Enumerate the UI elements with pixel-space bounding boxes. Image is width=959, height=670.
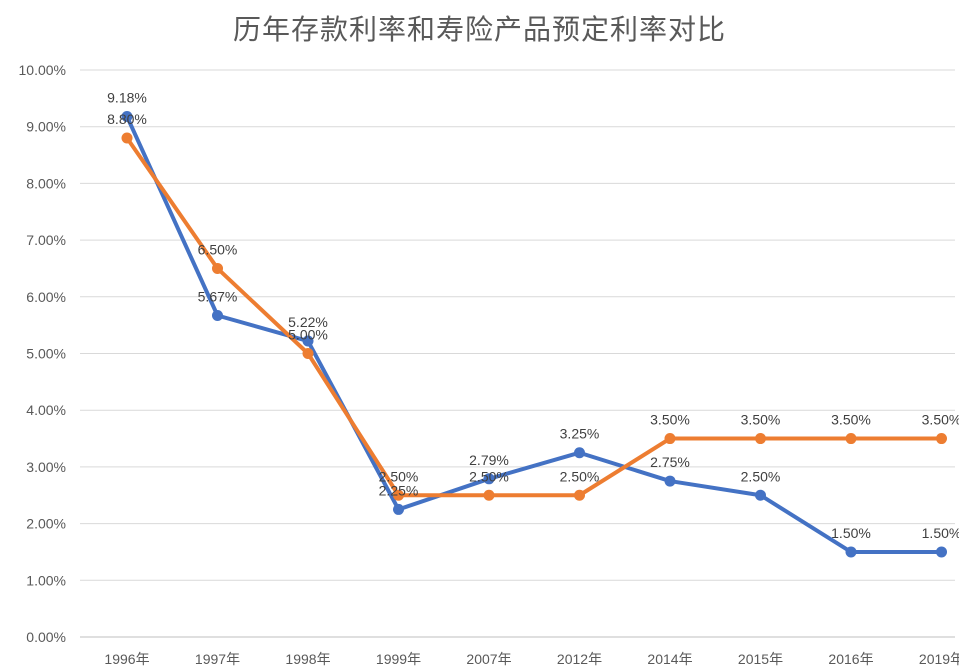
data-label: 1.50% [922, 525, 959, 541]
y-tick-label: 7.00% [26, 232, 66, 248]
data-point [483, 489, 495, 501]
series-line-1 [125, 136, 944, 498]
y-tick-label: 6.00% [26, 289, 66, 305]
data-label: 2.79% [469, 452, 509, 468]
data-label: 8.80% [107, 111, 147, 127]
data-point [936, 433, 947, 445]
gridlines [80, 69, 955, 638]
data-point [845, 433, 857, 445]
y-tick-label: 8.00% [26, 175, 66, 191]
data-point [212, 262, 223, 274]
y-axis: 0.00% 1.00% 2.00% 3.00% 4.00% 5.00% 6.00% 7.00%… [19, 62, 66, 645]
data-label: 3.50% [741, 412, 781, 428]
data-label: 1.50% [831, 525, 871, 541]
data-point [664, 475, 676, 487]
x-tick-label: 2015年 [738, 651, 783, 667]
x-tick-label: 1998年 [285, 651, 330, 667]
x-tick-label: 1999年 [376, 651, 421, 667]
x-tick-label: 2012年 [557, 651, 602, 667]
data-point [755, 489, 766, 501]
x-tick-label: 2019年 [919, 651, 959, 667]
data-label: 6.50% [198, 241, 238, 257]
data-label: 5.67% [198, 289, 238, 305]
data-label: 5.22% [288, 314, 328, 330]
data-point [302, 348, 314, 359]
data-point [121, 132, 133, 144]
x-tick-label: 2014年 [647, 651, 692, 667]
x-axis: 1996年 1997年 1998年 1999年 2007年 2012年 2014年 2015年… [104, 651, 959, 667]
data-point [574, 489, 585, 501]
data-label: 2.75% [650, 454, 690, 470]
y-tick-label: 5.00% [26, 346, 66, 362]
x-tick-label: 2016年 [828, 651, 873, 667]
data-label: 3.25% [560, 426, 600, 442]
data-point [302, 335, 314, 347]
data-point [393, 503, 404, 515]
data-label: 3.50% [831, 412, 871, 428]
data-label: 9.18% [107, 89, 147, 105]
series-line-0 [125, 114, 944, 554]
data-label: 2.50% [469, 468, 509, 484]
y-tick-label: 1.00% [26, 572, 66, 588]
y-tick-label: 2.00% [26, 516, 66, 532]
data-label: 2.50% [741, 468, 781, 484]
data-point [936, 546, 947, 558]
data-point [483, 473, 495, 485]
data-label: 3.50% [650, 412, 690, 428]
y-tick-label: 4.00% [26, 402, 66, 418]
data-labels: 9.18% 5.67% 5.22% 2.25% 2.79% 3.25% 2.75% 2.50%… [107, 89, 959, 540]
y-tick-label: 10.00% [19, 62, 66, 78]
data-point [574, 447, 585, 459]
y-tick-label: 3.00% [26, 459, 66, 475]
series-group [121, 110, 947, 558]
x-tick-label: 1996年 [104, 651, 149, 667]
data-label: 2.50% [560, 468, 600, 484]
data-label: 3.50% [922, 412, 959, 428]
data-label: 2.25% [379, 482, 419, 498]
data-label: 5.00% [288, 327, 328, 343]
x-tick-label: 1997年 [195, 651, 240, 667]
chart-title: 历年存款利率和寿险产品预定利率对比 [232, 13, 726, 46]
data-point [212, 310, 223, 322]
data-point [664, 433, 676, 445]
data-point [755, 433, 766, 445]
y-tick-label: 0.00% [26, 629, 66, 645]
x-tick-label: 2007年 [466, 651, 511, 667]
data-point [393, 489, 404, 501]
data-point [121, 110, 133, 122]
y-tick-label: 9.00% [26, 119, 66, 135]
data-label: 2.50% [379, 468, 419, 484]
data-point [845, 546, 857, 558]
